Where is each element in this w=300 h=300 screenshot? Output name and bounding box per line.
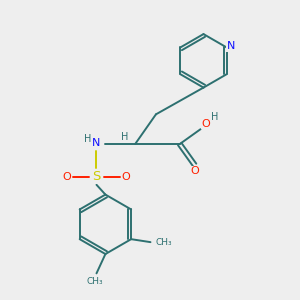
Text: H: H — [85, 134, 92, 144]
Text: O: O — [190, 167, 199, 176]
Text: O: O — [202, 119, 210, 129]
Text: CH₃: CH₃ — [156, 238, 172, 247]
Text: H: H — [211, 112, 218, 122]
Text: O: O — [62, 172, 71, 182]
Text: S: S — [92, 170, 101, 183]
Text: CH₃: CH₃ — [87, 277, 103, 286]
Text: N: N — [227, 41, 235, 51]
Text: O: O — [122, 172, 130, 182]
Text: N: N — [92, 139, 101, 148]
Text: H: H — [121, 132, 128, 142]
